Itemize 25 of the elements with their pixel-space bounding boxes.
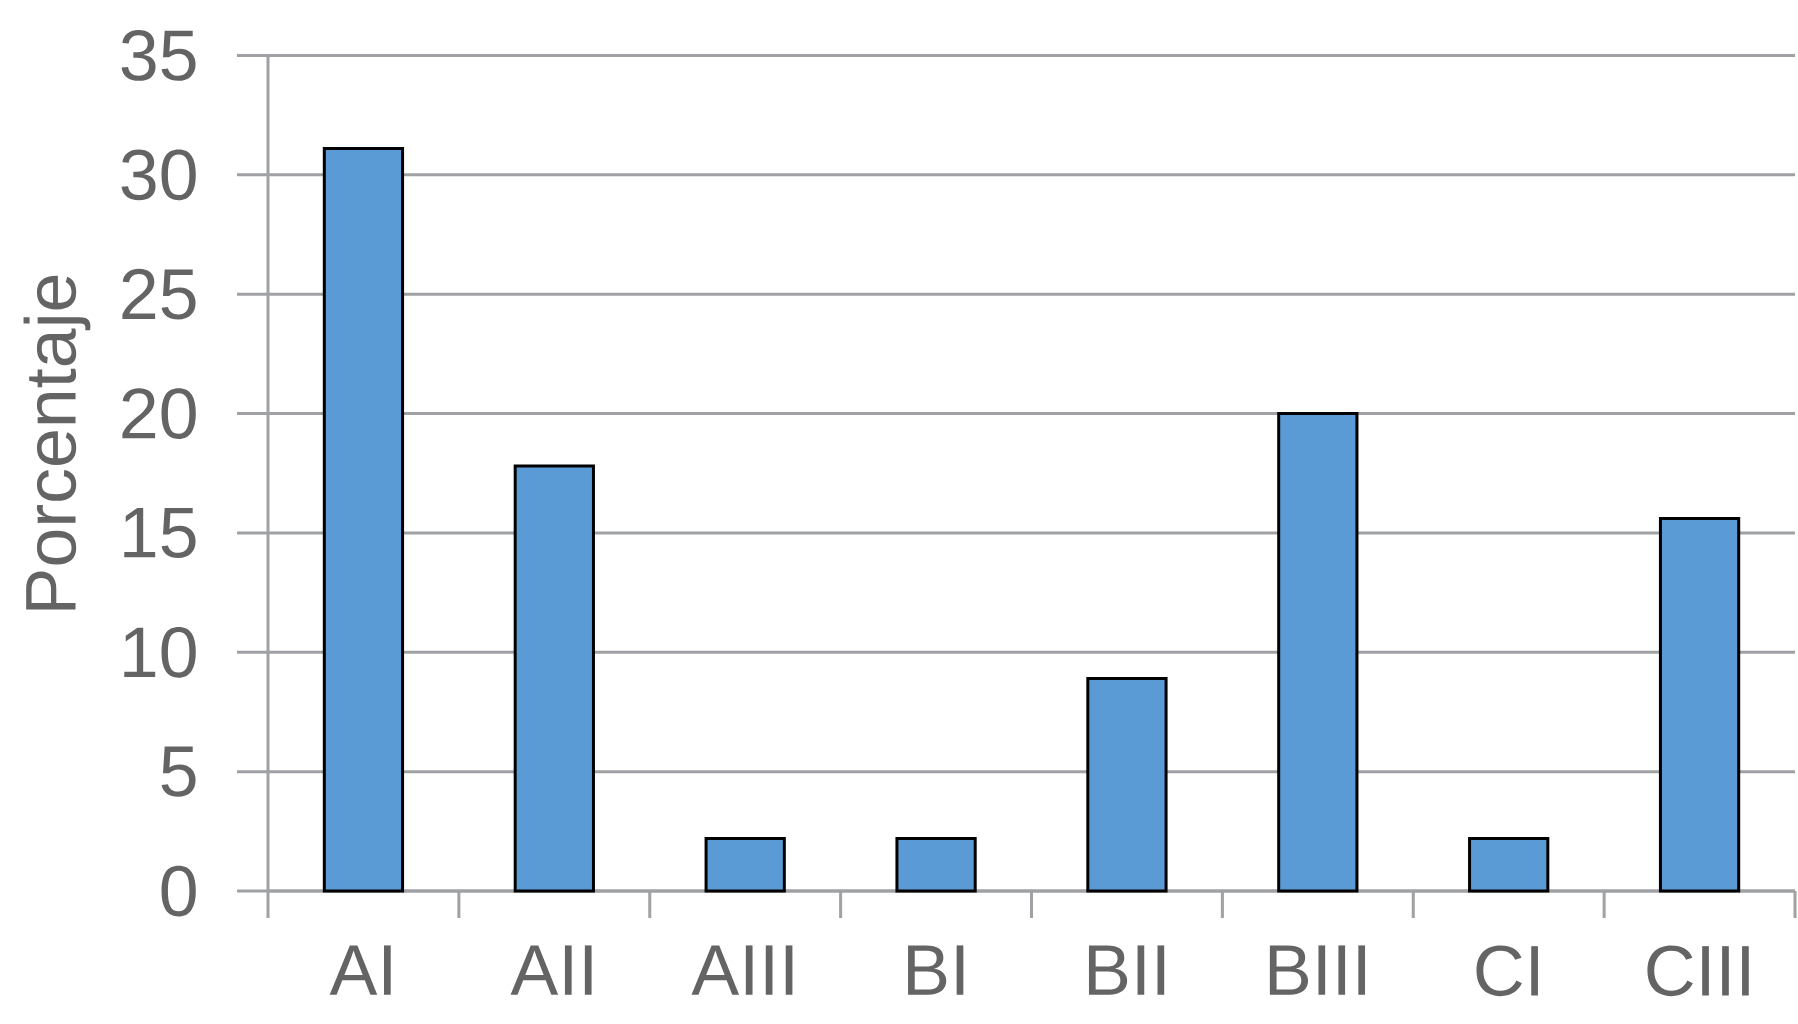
bar bbox=[322, 147, 405, 893]
bar bbox=[704, 836, 786, 893]
y-tick-label: 10 bbox=[124, 626, 196, 678]
y-tick-label: 15 bbox=[124, 507, 196, 558]
x-tick-label: AII bbox=[510, 945, 592, 995]
x-tick-label: CI bbox=[1476, 945, 1538, 997]
x-tick-label: AI bbox=[329, 945, 391, 995]
bar bbox=[895, 836, 977, 893]
y-tick-label: 5 bbox=[161, 746, 196, 797]
x-tick-label: BII bbox=[1088, 945, 1165, 995]
y-tick-label: 0 bbox=[161, 865, 196, 917]
y-tick-label: 25 bbox=[122, 268, 196, 320]
bar bbox=[1086, 677, 1168, 893]
x-tick-label: CIII bbox=[1647, 945, 1749, 997]
x-tick-label: BIII bbox=[1269, 945, 1366, 995]
bar bbox=[1277, 412, 1359, 893]
bar bbox=[513, 464, 595, 893]
bar bbox=[1658, 517, 1741, 893]
y-tick-label: 20 bbox=[122, 388, 196, 439]
x-tick-label: BI bbox=[908, 945, 964, 995]
y-tick-label: 30 bbox=[121, 149, 196, 201]
bar bbox=[1468, 836, 1550, 893]
x-tick-label: AIII bbox=[691, 945, 793, 995]
y-axis-title: Porcentaje bbox=[23, 275, 91, 610]
y-tick-label: 35 bbox=[121, 30, 196, 81]
